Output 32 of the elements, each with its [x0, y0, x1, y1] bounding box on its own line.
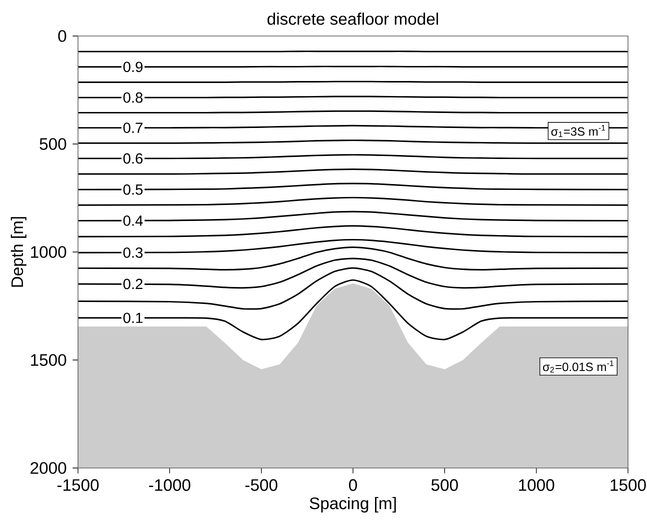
- line-series: [78, 225, 628, 238]
- series-label: 0.3: [123, 247, 143, 258]
- series-label: 0.9: [123, 62, 143, 72]
- line-series: [78, 246, 628, 270]
- series-label: 0.6: [123, 153, 143, 164]
- series-label: 0.4: [123, 216, 143, 226]
- x-tick-label: 500: [431, 479, 458, 491]
- y-axis-title: Depth [m]: [10, 217, 26, 287]
- x-tick-label: -500: [245, 479, 278, 491]
- annotation: σ$_{1}$=3S m$^{-1}$: [551, 125, 606, 138]
- series-label: 0.5: [123, 184, 143, 195]
- x-tick-label: 1500: [610, 479, 646, 491]
- line-series: [78, 267, 628, 310]
- series-label: 0.1: [123, 312, 142, 324]
- chart-title: discrete seafloor model: [268, 12, 438, 25]
- x-tick-label: 0: [349, 479, 357, 491]
- y-tick-label: 1000: [31, 246, 66, 258]
- line-series: [78, 279, 628, 340]
- x-tick-label: -1000: [149, 479, 190, 491]
- line-series: [78, 258, 628, 289]
- x-tick-label: -1500: [57, 479, 99, 491]
- series-label: 0.8: [123, 92, 143, 103]
- y-tick-label: 1500: [31, 354, 66, 366]
- y-tick-label: 2000: [30, 462, 66, 474]
- x-tick-label: 1000: [519, 479, 554, 491]
- y-tick-label: 0: [58, 30, 66, 42]
- x-axis-title: Spacing [m]: [310, 496, 396, 513]
- series-label: 0.2: [123, 278, 142, 290]
- y-tick-label: 500: [40, 138, 66, 150]
- annotation: σ$_{2}$=0.01S m$^{-1}$: [543, 360, 614, 372]
- series-label: 0.7: [123, 122, 142, 133]
- line-series: [78, 196, 628, 206]
